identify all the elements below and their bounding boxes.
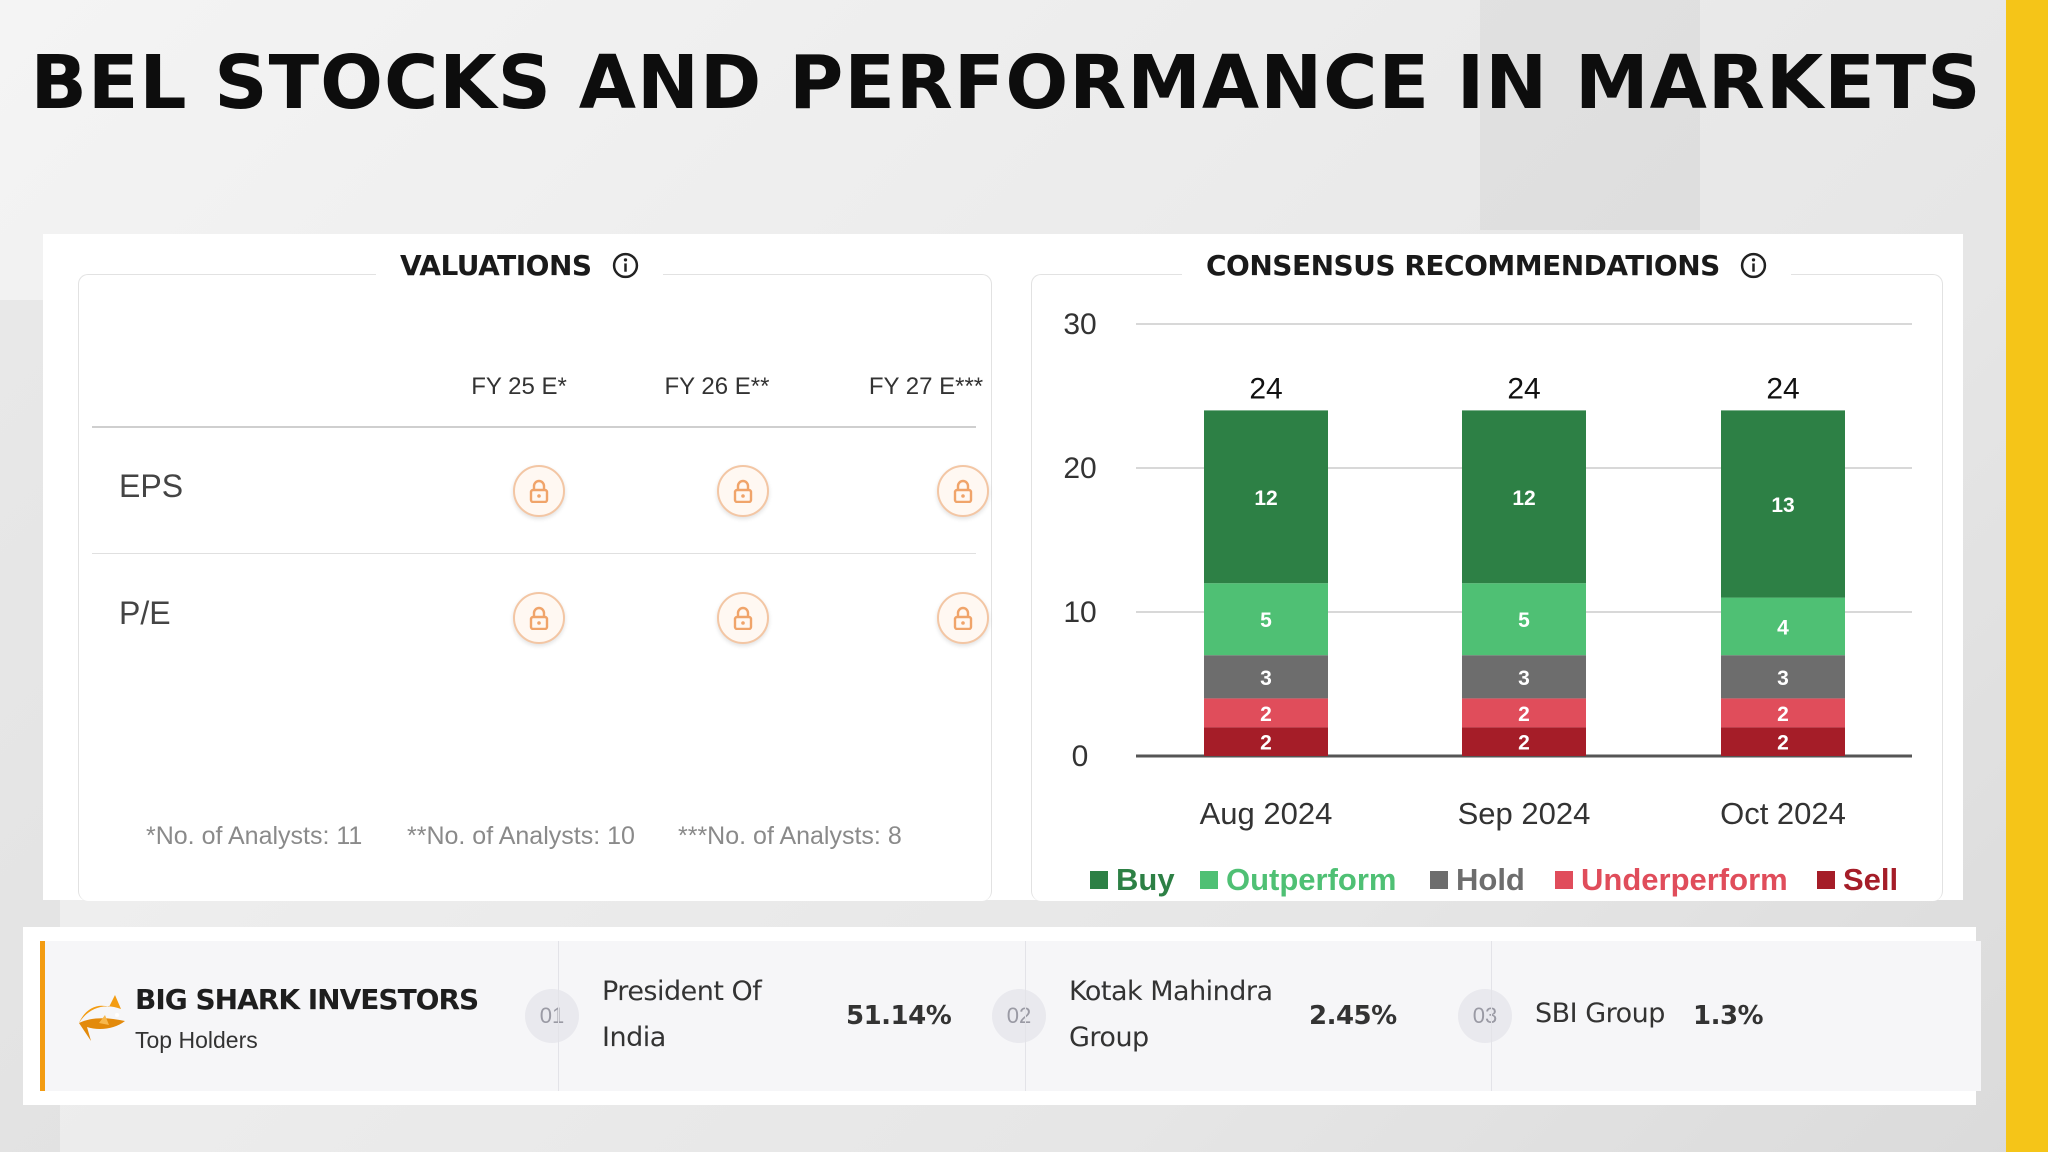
consensus-title: CONSENSUS RECOMMENDATIONS <box>1182 249 1791 282</box>
valuations-title: VALUATIONS <box>376 249 663 282</box>
legend-item-outperform[interactable]: Outperform <box>1200 862 1397 898</box>
holder-pct: 51.14% <box>846 1001 952 1031</box>
info-icon[interactable] <box>1740 252 1767 279</box>
holder-name-line1: SBI Group <box>1535 998 1665 1029</box>
table-row-divider <box>92 553 976 554</box>
legend-swatch <box>1430 871 1448 889</box>
lock-icon[interactable] <box>937 592 989 644</box>
consensus-card: CONSENSUS RECOMMENDATIONS <box>1031 249 1943 901</box>
holders-title: BIG SHARK INVESTORS <box>135 983 479 1016</box>
holder-name[interactable]: Kotak Mahindra Group <box>1069 969 1273 1061</box>
info-icon[interactable] <box>612 252 639 279</box>
col-fy27: FY 27 E*** <box>868 373 984 400</box>
holders-subtitle: Top Holders <box>135 1027 258 1053</box>
legend-item-sell[interactable]: Sell <box>1817 862 1898 898</box>
holder-rank-01: 01 <box>525 989 579 1043</box>
legend-swatch <box>1555 871 1573 889</box>
consensus-title-text: CONSENSUS RECOMMENDATIONS <box>1206 249 1720 282</box>
shark-icon <box>79 995 125 1041</box>
table-header-divider <box>92 426 976 428</box>
legend-label: Outperform <box>1226 862 1397 897</box>
legend-item-hold[interactable]: Hold <box>1430 862 1525 898</box>
footnote-fy27: ***No. of Analysts: 8 <box>678 822 902 850</box>
legend-item-underperform[interactable]: Underperform <box>1555 862 1788 898</box>
lock-icon[interactable] <box>513 592 565 644</box>
row-label-pe: P/E <box>119 595 171 631</box>
legend-label: Hold <box>1456 862 1525 897</box>
holder-name-line2: Group <box>1069 1022 1149 1053</box>
holder-name-line2: India <box>602 1022 666 1053</box>
legend-swatch <box>1200 871 1218 889</box>
page-title: BEL STOCKS AND PERFORMANCE IN MARKETS <box>30 40 1982 126</box>
legend-swatch <box>1090 871 1108 889</box>
legend-label: Underperform <box>1581 862 1788 897</box>
valuations-card: VALUATIONS FY 25 E* FY 26 E** FY 27 E***… <box>78 249 992 901</box>
accent-bar <box>2006 0 2048 1152</box>
holder-pct: 1.3% <box>1693 1001 1764 1031</box>
holder-name-line1: Kotak Mahindra <box>1069 976 1273 1007</box>
holder-name-line1: President Of <box>602 976 762 1007</box>
content-panel: VALUATIONS FY 25 E* FY 26 E** FY 27 E***… <box>43 234 1963 901</box>
holder-rank-02: 02 <box>992 989 1046 1043</box>
row-label-eps: EPS <box>119 468 184 504</box>
holder-divider <box>1491 941 1492 1091</box>
holder-pct: 2.45% <box>1309 1001 1397 1031</box>
legend-label: Sell <box>1843 862 1899 897</box>
holder-name[interactable]: SBI Group <box>1535 991 1665 1037</box>
col-fy25: FY 25 E* <box>471 373 567 400</box>
legend-swatch <box>1817 871 1835 889</box>
lock-icon[interactable] <box>717 465 769 517</box>
valuations-title-text: VALUATIONS <box>400 249 592 282</box>
holder-name[interactable]: President Of India <box>602 969 762 1061</box>
lock-icon[interactable] <box>717 592 769 644</box>
lock-icon[interactable] <box>513 465 565 517</box>
big-shark-investors-strip: BIG SHARK INVESTORS Top Holders 01 Presi… <box>23 927 1981 1105</box>
holder-divider <box>1025 941 1026 1091</box>
footnote-fy26: **No. of Analysts: 10 <box>407 822 635 850</box>
col-fy26: FY 26 E** <box>664 373 770 400</box>
legend-item-buy[interactable]: Buy <box>1090 862 1175 898</box>
lock-icon[interactable] <box>937 465 989 517</box>
background-building-right <box>1480 0 1700 230</box>
holder-rank-03: 03 <box>1458 989 1512 1043</box>
footnote-fy25: *No. of Analysts: 11 <box>146 822 363 850</box>
holder-divider <box>558 941 559 1091</box>
holders-panel: BIG SHARK INVESTORS Top Holders 01 Presi… <box>40 941 1981 1091</box>
legend-label: Buy <box>1116 862 1175 897</box>
